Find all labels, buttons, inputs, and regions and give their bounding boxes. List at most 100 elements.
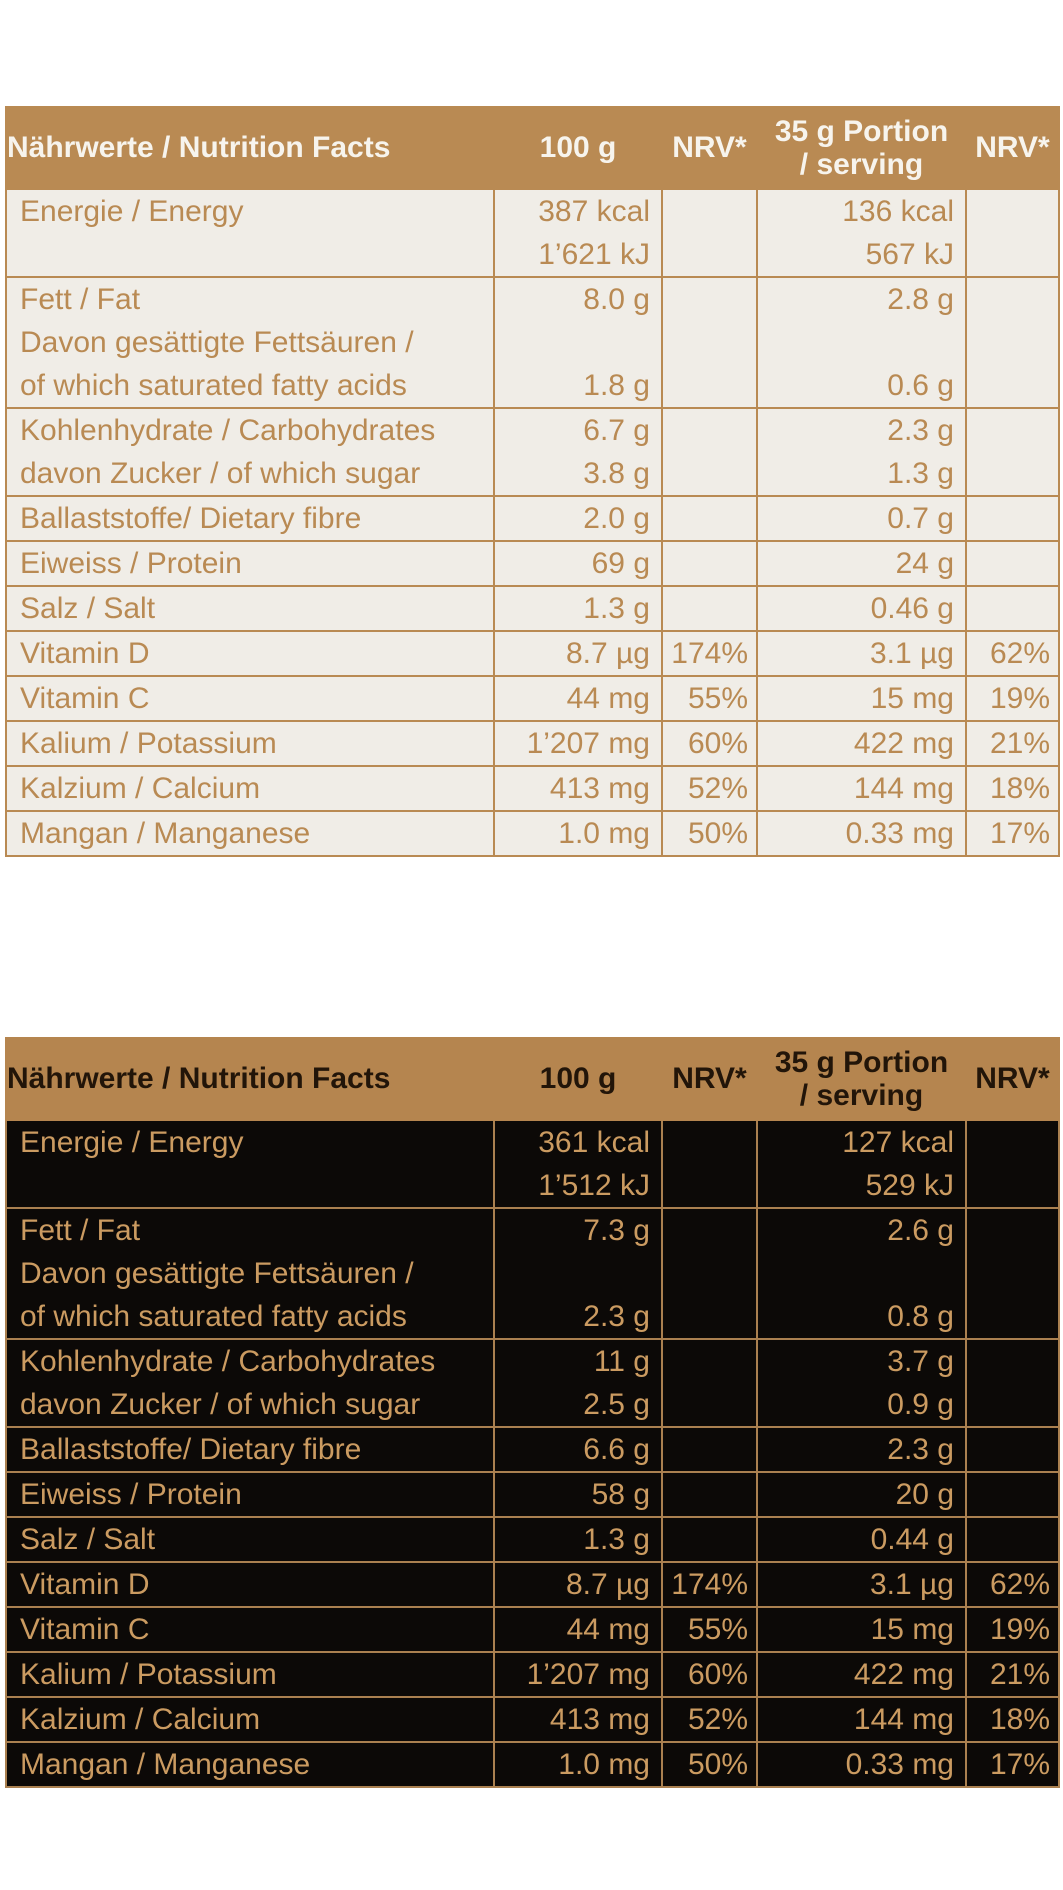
value-nrv-100g xyxy=(663,1340,756,1383)
value-portion-cell: 3.7 g 0.9 g xyxy=(756,1338,967,1428)
value-nrv-portion-cell xyxy=(965,1471,1060,1518)
value-portion-cell: 0.33 mg xyxy=(756,810,967,857)
row-label: Ballaststoffe/ Dietary fibre xyxy=(20,501,362,535)
header-portion-line1: 35 g Portion xyxy=(774,1046,949,1079)
value-100g-cell: 1’207 mg xyxy=(493,1651,663,1698)
value-nrv-100g xyxy=(663,497,756,540)
value-100g: 1’207 mg xyxy=(526,1657,650,1691)
value-100g: 387 kcal xyxy=(538,194,650,228)
value-nrv-100g xyxy=(663,1209,756,1252)
value-nrv-100g-cell xyxy=(661,1426,758,1473)
value-nrv-100g-cell xyxy=(661,1119,758,1209)
value-nrv-100g xyxy=(663,1518,756,1561)
value-nrv-portion-cell xyxy=(965,1426,1060,1473)
table-row: Kalzium / Calcium 413 mg 52% 144 mg 18% xyxy=(5,765,1060,812)
value-100g-cell: 1’207 mg xyxy=(493,720,663,767)
header-portion: 35 g Portion / serving xyxy=(756,106,967,190)
value-portion: 15 mg xyxy=(870,1612,954,1646)
value-portion-cell: 0.33 mg xyxy=(756,1741,967,1788)
value-portion-cell: 15 mg xyxy=(756,675,967,722)
row-label: Kalzium / Calcium xyxy=(20,771,261,805)
row-label-cell: Kalzium / Calcium xyxy=(5,1696,495,1743)
row-label-cell: Kohlenhydrate / Carbohydrates davon Zucke… xyxy=(5,1338,495,1428)
value-portion: 0.33 mg xyxy=(845,1747,954,1781)
value-nrv-100g xyxy=(663,1121,756,1164)
row-label: Kalium / Potassium xyxy=(20,726,277,760)
value-nrv-portion: 62% xyxy=(989,1567,1050,1601)
value-100g-cell: 11 g 2.5 g xyxy=(493,1338,663,1428)
value-100g-cell: 44 mg xyxy=(493,1606,663,1653)
value-100g-cell: 8.7 µg xyxy=(493,630,663,677)
value-nrv-100g xyxy=(663,409,756,452)
row-label-cell: Fett / Fat Davon gesättigte Fettsäuren / o… xyxy=(5,276,495,409)
value-100g-cell: 6.6 g xyxy=(493,1426,663,1473)
value-100g: 8.7 µg xyxy=(565,636,650,670)
value-portion: 2.3 g xyxy=(887,1432,954,1466)
value-100g: 413 mg xyxy=(549,771,650,805)
value-portion-cell: 2.3 g xyxy=(756,1426,967,1473)
row-label: Eiweiss / Protein xyxy=(20,546,242,580)
row-label-cell: Kalium / Potassium xyxy=(5,1651,495,1698)
value-portion: 127 kcal xyxy=(842,1125,954,1159)
row-label-cell: Vitamin C xyxy=(5,1606,495,1653)
value-100g-cell: 6.7 g 3.8 g xyxy=(493,407,663,497)
value-nrv-portion-cell xyxy=(965,1207,1060,1340)
value-nrv-portion xyxy=(967,1340,1058,1383)
value-portion: 144 mg xyxy=(853,771,954,805)
value-nrv-portion xyxy=(967,1209,1058,1252)
table-row: Salz / Salt 1.3 g 0.44 g xyxy=(5,1516,1060,1563)
value-nrv-portion-cell: 18% xyxy=(965,1696,1060,1743)
value-nrv-100g xyxy=(663,1252,756,1295)
value-nrv-100g-cell: 174% xyxy=(661,630,758,677)
value-nrv-100g xyxy=(663,1428,756,1471)
table-row: Fett / Fat Davon gesättigte Fettsäuren / o… xyxy=(5,1207,1060,1340)
value-100g: 2.5 g xyxy=(583,1387,650,1421)
value-100g: 6.6 g xyxy=(583,1432,650,1466)
header-nrv-portion: NRV* xyxy=(965,106,1060,190)
value-portion: 422 mg xyxy=(853,726,954,760)
value-nrv-portion-cell: 17% xyxy=(965,810,1060,857)
value-nrv-100g xyxy=(663,542,756,585)
header-portion-line2: / serving xyxy=(799,148,924,181)
value-nrv-portion-cell xyxy=(965,585,1060,632)
value-portion: 0.46 g xyxy=(870,591,954,625)
value-100g-cell: 1.0 mg xyxy=(493,1741,663,1788)
table-row: Kohlenhydrate / Carbohydrates davon Zucke… xyxy=(5,407,1060,497)
nutrition-table-dark: Nährwerte / Nutrition Facts 100 g NRV* 3… xyxy=(5,1037,1060,1788)
value-portion-cell: 20 g xyxy=(756,1471,967,1518)
value-nrv-100g: 55% xyxy=(687,681,748,715)
value-portion: 3.1 µg xyxy=(869,1567,954,1601)
value-100g: 6.7 g xyxy=(583,413,650,447)
value-portion: 3.7 g xyxy=(887,1344,954,1378)
value-portion-cell: 15 mg xyxy=(756,1606,967,1653)
value-nrv-portion xyxy=(967,321,1058,364)
value-portion: 0.7 g xyxy=(887,501,954,535)
value-100g: 58 g xyxy=(591,1477,650,1511)
value-nrv-portion-cell xyxy=(965,495,1060,542)
table-header-row: Nährwerte / Nutrition Facts 100 g NRV* 3… xyxy=(5,106,1060,190)
value-portion: 0.9 g xyxy=(887,1387,954,1421)
value-nrv-100g-cell: 50% xyxy=(661,810,758,857)
row-label: Fett / Fat xyxy=(20,1213,141,1247)
row-label: Fett / Fat xyxy=(20,282,141,316)
table-row: Kalium / Potassium 1’207 mg 60% 422 mg 21% xyxy=(5,720,1060,767)
value-100g: 1.0 mg xyxy=(558,816,650,850)
value-portion-cell: 422 mg xyxy=(756,720,967,767)
value-nrv-100g-cell: 52% xyxy=(661,1696,758,1743)
value-nrv-portion: 19% xyxy=(989,1612,1050,1646)
value-100g-cell: 1.0 mg xyxy=(493,810,663,857)
row-label xyxy=(7,1164,493,1207)
value-portion: 2.8 g xyxy=(887,282,954,316)
table-row: Ballaststoffe/ Dietary fibre 2.0 g 0.7 g xyxy=(5,495,1060,542)
table-row: Mangan / Manganese 1.0 mg 50% 0.33 mg 17% xyxy=(5,1741,1060,1788)
value-nrv-portion-cell: 21% xyxy=(965,720,1060,767)
value-portion-cell: 0.46 g xyxy=(756,585,967,632)
value-portion-cell: 136 kcal 567 kJ xyxy=(756,188,967,278)
row-label-cell: Kalium / Potassium xyxy=(5,720,495,767)
header-100g: 100 g xyxy=(493,106,663,190)
value-100g: 361 kcal xyxy=(538,1125,650,1159)
value-nrv-portion: 18% xyxy=(989,1702,1050,1736)
value-100g: 1.3 g xyxy=(583,1522,650,1556)
value-portion: 3.1 µg xyxy=(869,636,954,670)
value-portion: 20 g xyxy=(895,1477,954,1511)
